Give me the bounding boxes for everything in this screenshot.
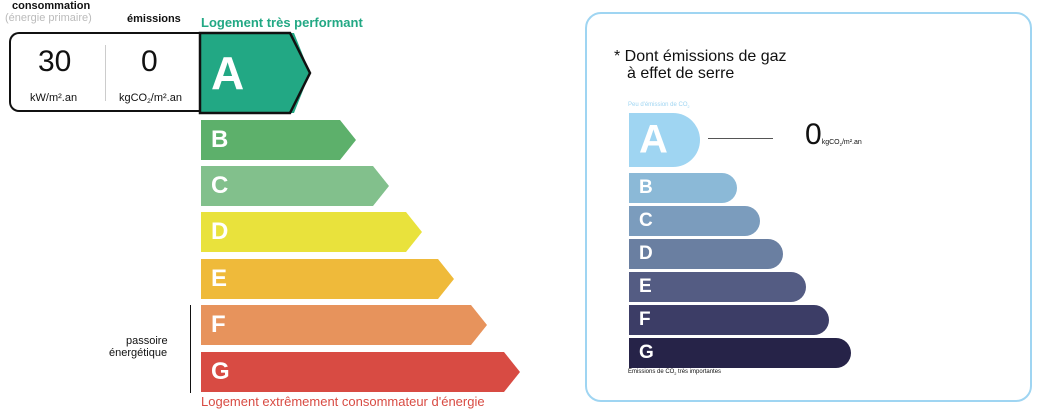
ges-class-f: F xyxy=(629,305,829,335)
consumption-subheader: (énergie primaire) xyxy=(5,12,92,24)
ges-value: 0kgCO2/m².an xyxy=(805,118,862,151)
dpe-class-a: A xyxy=(201,33,310,113)
class-letter: C xyxy=(639,210,653,231)
dpe-class-d: D xyxy=(201,212,422,252)
ges-class-g: G xyxy=(629,338,851,368)
ges-class-b: B xyxy=(629,173,737,203)
class-letter: B xyxy=(211,126,229,153)
class-letter: A xyxy=(211,47,245,99)
ges-class-e: E xyxy=(629,272,806,302)
current-values-box xyxy=(9,32,207,112)
emissions-value: 0 xyxy=(141,45,158,78)
class-letter: F xyxy=(211,311,226,338)
passoire-label-2: énergétique xyxy=(109,347,168,359)
class-letter: C xyxy=(211,172,229,199)
ges-title: * Dont émissions de gaz xyxy=(614,48,787,65)
class-letter: G xyxy=(639,342,654,363)
dpe-class-e: E xyxy=(201,259,454,299)
ges-panel xyxy=(585,12,1032,402)
dpe-class-b: B xyxy=(201,120,356,160)
consumption-header: consommation xyxy=(12,0,91,12)
class-letter: G xyxy=(211,358,230,385)
class-letter: E xyxy=(211,265,228,292)
class-letter: B xyxy=(639,177,653,198)
consumption-unit: kW/m².an xyxy=(30,92,78,104)
class-letter: A xyxy=(639,117,668,162)
class-letter: D xyxy=(639,243,653,264)
bottom-label: Logement extrêmement consommateur d'éner… xyxy=(201,394,485,409)
dpe-class-c: C xyxy=(201,166,389,206)
emissions-header: émissions xyxy=(127,13,181,25)
current-class-outline xyxy=(198,31,312,115)
class-letter: F xyxy=(639,309,651,330)
class-letter: D xyxy=(211,218,229,245)
passoire-line xyxy=(190,305,191,393)
consumption-value: 30 xyxy=(38,45,72,78)
dpe-class-g: G xyxy=(201,352,520,392)
dpe-class-f: F xyxy=(201,305,487,345)
ges-pointer-line xyxy=(708,138,773,139)
ges-class-a: A xyxy=(629,113,700,167)
class-letter: E xyxy=(639,276,652,297)
emissions-unit: kgCO2/m².an xyxy=(119,92,182,105)
passoire-label: passoire xyxy=(126,335,168,347)
divider xyxy=(105,45,106,101)
ges-top-label: Peu d'émission de CO2 xyxy=(628,102,690,109)
top-label: Logement très performant xyxy=(201,15,363,30)
ges-bottom-label: Émissions de CO2 très importantes xyxy=(628,369,722,376)
ges-class-d: D xyxy=(629,239,783,269)
ges-class-c: C xyxy=(629,206,760,236)
ges-title-2: à effet de serre xyxy=(627,65,735,82)
